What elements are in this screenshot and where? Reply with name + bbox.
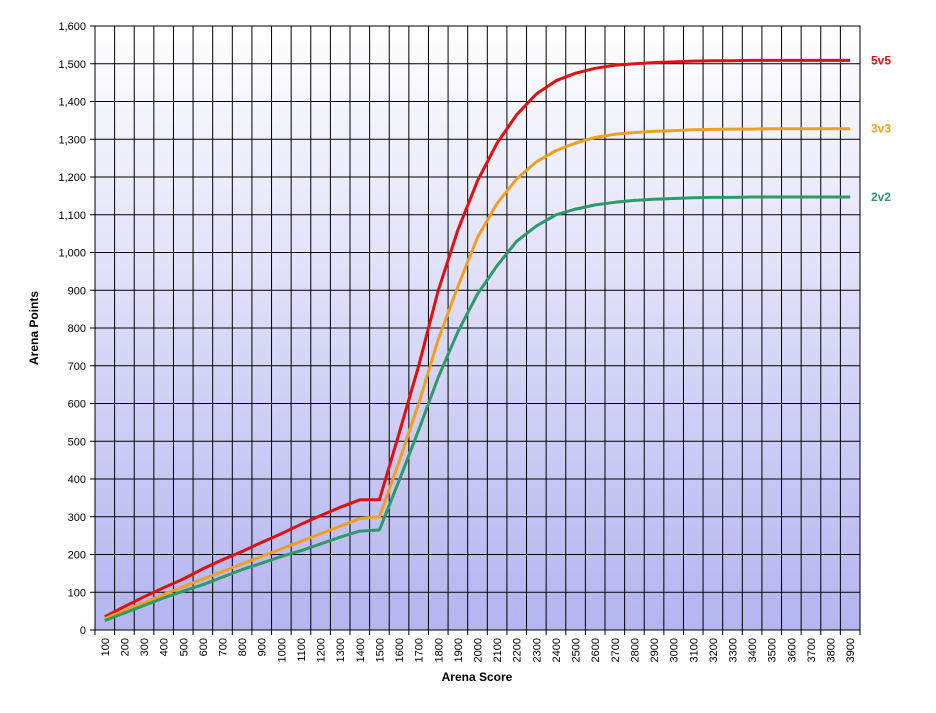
- x-tick-label: 3700: [806, 638, 818, 662]
- x-tick-label: 3000: [669, 638, 681, 662]
- y-tick-label: 1,100: [58, 210, 86, 222]
- series-labels: 5v5 3v3 2v2: [871, 53, 891, 204]
- x-tick-label: 2600: [590, 638, 602, 662]
- x-tick-label: 1500: [374, 638, 386, 662]
- x-tick-label: 300: [139, 638, 151, 656]
- x-tick-label: 2300: [531, 638, 543, 662]
- y-tick-label: 600: [68, 399, 86, 411]
- x-tick-label: 2200: [512, 638, 524, 662]
- series-label-2v2: 2v2: [871, 190, 891, 204]
- x-tick-label: 3300: [728, 638, 740, 662]
- x-tick-label: 800: [237, 638, 249, 656]
- y-axis-title: Arena Points: [27, 291, 41, 365]
- series-lines: [104, 58, 851, 622]
- x-tick-label: 1100: [296, 638, 308, 662]
- x-tick-label: 2700: [610, 638, 622, 662]
- y-axis-ticks: 0 100 200 300 400 500 600 700 800 900 1,000 1,100 1,…: [58, 21, 95, 637]
- x-tick-label: 3400: [747, 638, 759, 662]
- series-line-5v5: [104, 58, 851, 619]
- y-tick-label: 800: [68, 323, 86, 335]
- series-label-3v3: 3v3: [871, 122, 891, 136]
- y-tick-label: 500: [68, 436, 86, 448]
- x-tick-label: 1700: [414, 638, 426, 662]
- x-tick-label: 3600: [786, 638, 798, 662]
- x-tick-label: 1300: [335, 638, 347, 662]
- x-tick-label: 3500: [767, 638, 779, 662]
- x-tick-label: 1000: [276, 638, 288, 662]
- y-tick-label: 1,500: [58, 59, 86, 71]
- x-tick-label: 3800: [826, 638, 838, 662]
- y-tick-label: 1,000: [58, 248, 86, 260]
- y-tick-label: 100: [68, 587, 86, 599]
- x-tick-label: 2500: [571, 638, 583, 662]
- series-line-3v3: [104, 127, 851, 621]
- y-tick-label: 1,600: [58, 21, 86, 33]
- x-tick-label: 2800: [629, 638, 641, 662]
- x-tick-label: 2400: [551, 638, 563, 662]
- y-tick-label: 0: [80, 625, 86, 637]
- x-tick-label: 500: [178, 638, 190, 656]
- grid-lines: [94, 25, 861, 635]
- x-axis-title: Arena Score: [442, 670, 513, 684]
- x-tick-label: 3200: [708, 638, 720, 662]
- x-tick-label: 200: [119, 638, 131, 656]
- plot-border: [94, 25, 861, 631]
- x-tick-label: 1600: [394, 638, 406, 662]
- series-label-5v5: 5v5: [871, 53, 891, 67]
- x-tick-label: 600: [198, 638, 210, 656]
- x-tick-label: 100: [100, 638, 112, 656]
- x-tick-label: 1900: [453, 638, 465, 662]
- y-tick-label: 900: [68, 285, 86, 297]
- x-tick-label: 2000: [473, 638, 485, 662]
- x-tick-label: 1200: [316, 638, 328, 662]
- x-tick-label: 3100: [688, 638, 700, 662]
- series-line-2v2: [104, 195, 851, 622]
- x-tick-label: 700: [218, 638, 230, 656]
- y-tick-label: 1,400: [58, 97, 86, 109]
- x-tick-label: 2900: [649, 638, 661, 662]
- x-tick-label: 900: [257, 638, 269, 656]
- y-tick-label: 200: [68, 550, 86, 562]
- x-axis-ticks: 100 200 300 400 500 600 700 800 900 1000 1100 1200 1…: [100, 638, 857, 662]
- y-tick-label: 300: [68, 512, 86, 524]
- y-tick-label: 700: [68, 361, 86, 373]
- x-tick-label: 1400: [355, 638, 367, 662]
- y-tick-label: 1,300: [58, 134, 86, 146]
- y-tick-label: 1,200: [58, 172, 86, 184]
- x-tick-label: 1800: [433, 638, 445, 662]
- y-tick-label: 400: [68, 474, 86, 486]
- x-tick-label: 3900: [845, 638, 857, 662]
- x-tick-label: 400: [159, 638, 171, 656]
- x-tick-label: 2100: [492, 638, 504, 662]
